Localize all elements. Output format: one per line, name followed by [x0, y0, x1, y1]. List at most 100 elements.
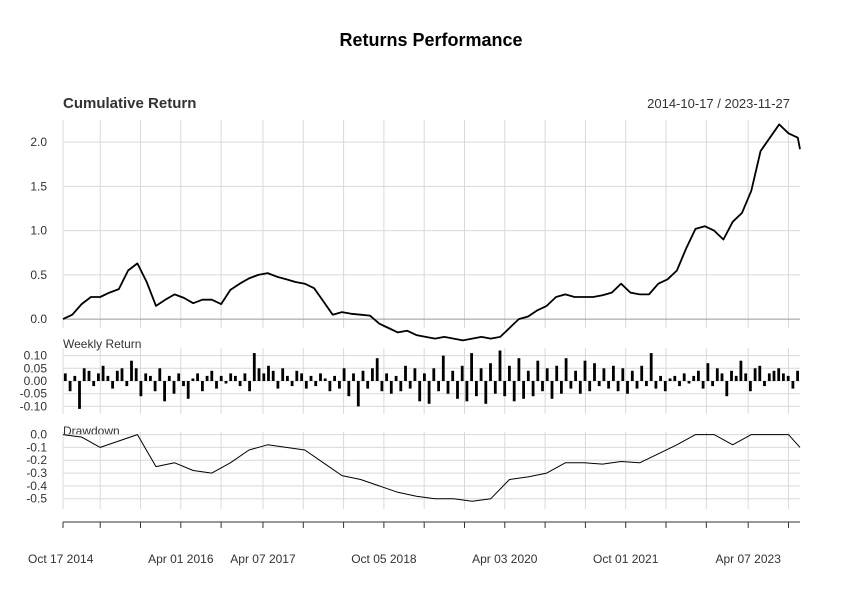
weekly-return-bar: [441, 355, 445, 381]
x-tick-label: Apr 07 2017: [230, 552, 296, 566]
y-tick-label: 0.00: [24, 374, 48, 388]
weekly-return-bar: [356, 381, 360, 407]
weekly-return-bar: [238, 381, 242, 387]
weekly-return-bar: [654, 381, 658, 389]
weekly-return-bar: [796, 370, 799, 381]
x-tick-label: Apr 01 2016: [148, 552, 214, 566]
weekly-return-bar: [479, 368, 483, 381]
weekly-return-bar: [626, 381, 629, 394]
weekly-return-bar: [271, 370, 275, 381]
y-tick-label: 0.0: [30, 312, 47, 326]
weekly-return-bar: [508, 365, 511, 381]
weekly-return-bar: [512, 381, 516, 402]
weekly-return-bar: [597, 381, 601, 387]
weekly-return-bar: [583, 360, 587, 381]
weekly-return-bar: [711, 381, 714, 387]
x-tick-label: Apr 03 2020: [472, 552, 538, 566]
weekly-return-bar: [295, 370, 299, 381]
weekly-return-bar: [97, 373, 100, 381]
cumulative-return-line: [62, 123, 801, 342]
weekly-return-bar: [560, 381, 563, 394]
weekly-return-bar: [697, 370, 700, 381]
weekly-return-bar: [564, 358, 568, 381]
weekly-return-bar: [101, 365, 105, 381]
x-tick-label: Oct 05 2018: [351, 552, 417, 566]
y-tick-label: -0.5: [26, 492, 47, 506]
weekly-return-bar: [361, 370, 365, 381]
weekly-return-bar: [115, 370, 119, 381]
weekly-return-bar: [149, 375, 152, 381]
y-tick-label: -0.4: [26, 479, 47, 493]
weekly-return-bar: [550, 381, 554, 399]
drawdown-panel: Drawdown 0.0-0.1-0.2-0.3-0.4-0.5: [26, 424, 801, 509]
weekly-return-bar: [87, 370, 91, 381]
weekly-return-bar: [484, 381, 488, 404]
weekly-return-bar: [385, 373, 388, 381]
y-tick-label: 0.0: [30, 428, 47, 442]
weekly-return-bar: [475, 381, 478, 397]
weekly-return-bar: [668, 378, 672, 381]
weekly-return-bar: [333, 375, 336, 381]
weekly-return-bar: [545, 368, 549, 381]
weekly-return-bar: [68, 381, 72, 392]
weekly-return-bar: [470, 353, 473, 381]
weekly-return-bar: [276, 381, 280, 389]
weekly-return-bar: [649, 353, 653, 381]
weekly-return-bar: [215, 381, 218, 389]
x-tick-label: Apr 07 2023: [715, 552, 781, 566]
weekly-return-bar: [290, 381, 294, 387]
weekly-return-bar: [460, 365, 464, 381]
y-tick-label: -0.3: [26, 466, 47, 480]
weekly-return-bar: [243, 373, 247, 381]
chart-title: Returns Performance: [339, 30, 522, 50]
weekly-return-bar: [106, 375, 110, 381]
weekly-return-bar: [593, 363, 596, 381]
weekly-return-bar: [437, 381, 440, 392]
weekly-return-bar: [621, 368, 625, 381]
weekly-return-bar: [219, 375, 223, 381]
weekly-return-bar: [465, 381, 469, 402]
weekly-return-bar: [730, 370, 733, 381]
weekly-return-bar: [186, 381, 190, 399]
weekly-return-bar: [252, 353, 256, 381]
weekly-return-bar: [772, 370, 776, 381]
weekly-return-bar: [163, 381, 166, 402]
weekly-return-bar: [408, 381, 412, 389]
weekly-return-panel: Weekly Return 0.100.050.00-0.05-0.10: [20, 337, 800, 414]
weekly-return-bar: [177, 373, 181, 381]
cumulative-return-panel: 0.0 0.5 1.0 1.5 2.0: [30, 120, 801, 342]
weekly-return-bar: [682, 373, 686, 381]
weekly-return-bar: [347, 381, 351, 397]
weekly-return-bar: [659, 375, 662, 381]
weekly-return-bar: [167, 375, 171, 381]
weekly-return-bar: [111, 381, 114, 389]
weekly-return-bar: [715, 368, 719, 381]
weekly-return-bar: [678, 381, 681, 387]
weekly-return-bar: [493, 381, 497, 394]
y-tick-label: 0.10: [24, 349, 48, 363]
weekly-return-bar: [191, 378, 195, 381]
weekly-return-bar: [782, 373, 785, 381]
y-tick-label: 0.05: [24, 361, 48, 375]
weekly-return-bar: [63, 373, 67, 381]
weekly-return-bar: [130, 360, 133, 381]
weekly-return-bar: [423, 373, 426, 381]
weekly-return-bar: [82, 368, 86, 381]
weekly-return-bar: [720, 373, 724, 381]
weekly-return-bar: [134, 368, 138, 381]
weekly-return-bar: [744, 373, 748, 381]
y-tick-label: 2.0: [30, 135, 47, 149]
weekly-return-bar: [323, 378, 327, 381]
weekly-return-bar: [394, 375, 398, 381]
weekly-return-bar: [366, 381, 370, 389]
weekly-return-bar: [371, 368, 374, 381]
weekly-return-bar: [201, 381, 204, 392]
weekly-return-bar: [196, 373, 199, 381]
weekly-return-bar: [144, 373, 148, 381]
y-tick-label: -0.1: [26, 440, 47, 454]
weekly-return-bar: [555, 365, 559, 381]
weekly-return-bar: [640, 365, 644, 381]
weekly-return-bar: [687, 381, 691, 384]
weekly-return-bar: [569, 381, 573, 389]
